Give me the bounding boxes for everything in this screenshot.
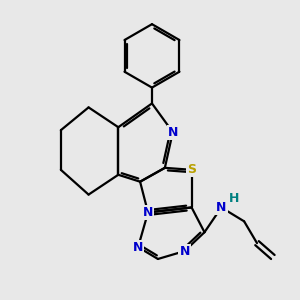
Text: N: N xyxy=(143,206,153,219)
Text: N: N xyxy=(179,244,190,258)
Text: N: N xyxy=(216,201,226,214)
Text: S: S xyxy=(187,163,196,176)
Text: H: H xyxy=(229,192,239,205)
Text: N: N xyxy=(168,126,178,139)
Text: N: N xyxy=(133,241,143,254)
